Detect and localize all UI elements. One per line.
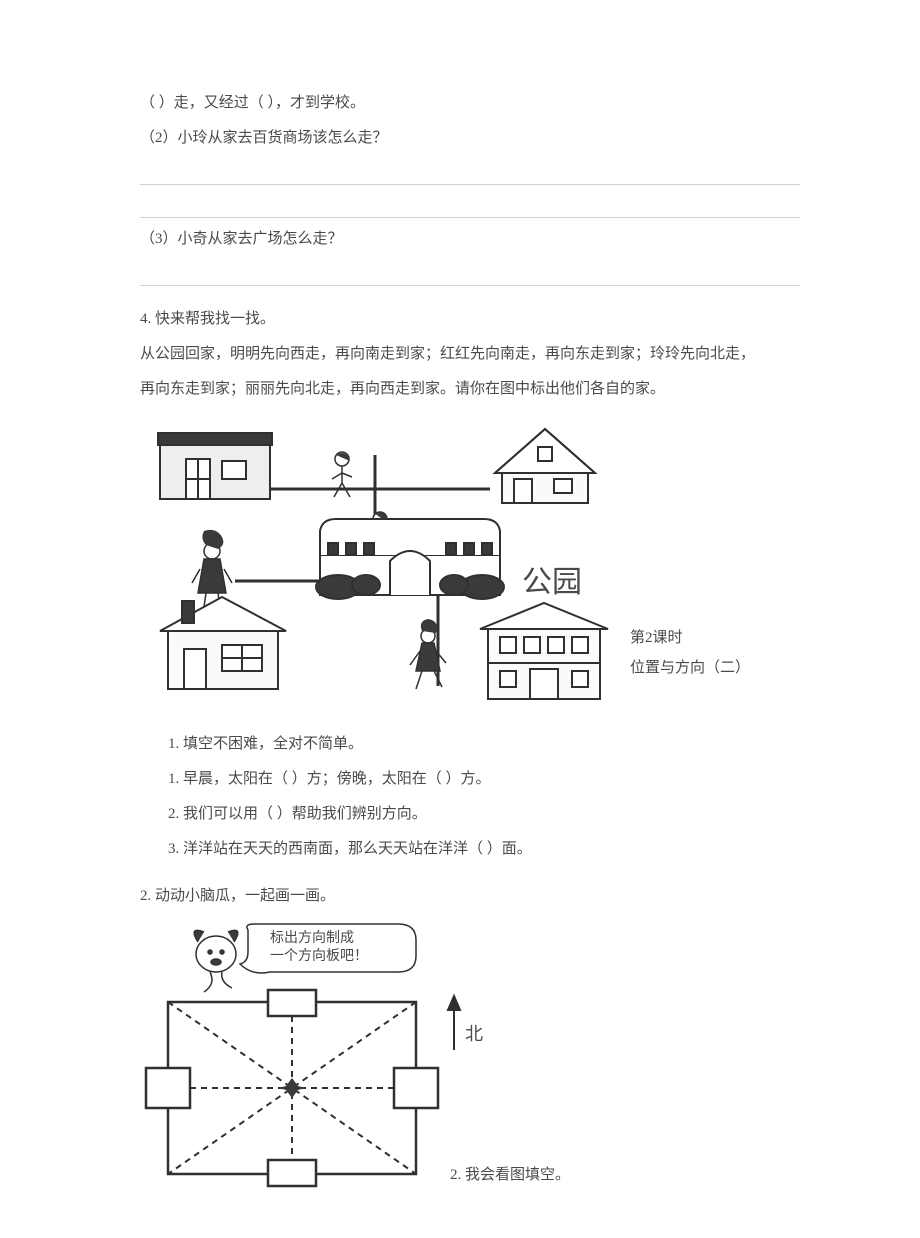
answer-blank[interactable] xyxy=(140,261,800,286)
compass-figure: 标出方向制成 一个方向板吧！ 北 2. 我会看图填空。 xyxy=(140,918,800,1198)
speech-bubble-text: 标出方向制成 一个方向板吧！ xyxy=(270,930,368,966)
section1-item2: 2. 我们可以用（ ）帮助我们辨别方向。 xyxy=(168,801,800,828)
q4-title: 4. 快来帮我找一找。 xyxy=(140,306,800,333)
section2-title: 2. 动动小脑瓜，一起画一画。 xyxy=(140,883,800,910)
q-top-line3: （3）小奇从家去广场怎么走？ xyxy=(140,226,800,253)
park-map-figure: 公园 第2课时 位置与方向（二） xyxy=(140,411,800,711)
lesson-number: 第2课时 xyxy=(630,625,683,652)
answer-blank[interactable] xyxy=(140,193,800,218)
section2-tail: 2. 我会看图填空。 xyxy=(450,1162,570,1189)
section1-title: 1. 填空不困难，全对不简单。 xyxy=(168,731,800,758)
bubble-line1: 标出方向制成 xyxy=(270,930,368,948)
lesson-title: 位置与方向（二） xyxy=(630,655,750,682)
park-map-svg xyxy=(140,411,620,711)
q4-desc2: 再向东走到家；丽丽先向北走，再向西走到家。请你在图中标出他们各自的家。 xyxy=(140,376,800,403)
north-label: 北 xyxy=(465,1018,483,1050)
q-top-line2: （2）小玲从家去百货商场该怎么走？ xyxy=(140,125,800,152)
q4-desc1: 从公园回家，明明先向西走，再向南走到家；红红先向南走，再向东走到家；玲玲先向北走… xyxy=(140,341,800,368)
q-top-line1: （ ）走，又经过（ ），才到学校。 xyxy=(140,90,800,117)
answer-blank[interactable] xyxy=(140,160,800,185)
section1-item1: 1. 早晨，太阳在（ ）方；傍晚，太阳在（ ）方。 xyxy=(168,766,800,793)
section1-item3: 3. 洋洋站在天天的西南面，那么天天站在洋洋（ ）面。 xyxy=(168,836,800,863)
bubble-line2: 一个方向板吧！ xyxy=(270,948,368,966)
